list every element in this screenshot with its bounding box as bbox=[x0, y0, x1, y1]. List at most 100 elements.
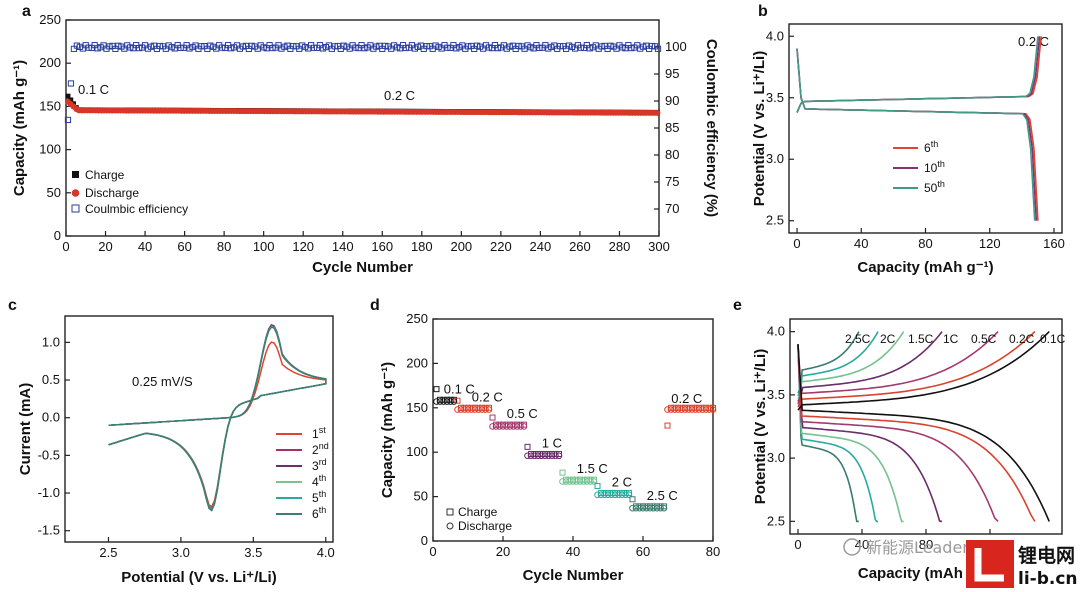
d-discharge-point bbox=[685, 406, 692, 413]
e-rate-label: 2.5C bbox=[845, 332, 871, 346]
d-discharge-point bbox=[615, 491, 622, 499]
a-x-tick-label: 0 bbox=[62, 239, 69, 254]
d-discharge-point bbox=[440, 398, 447, 405]
d-discharge-point bbox=[618, 491, 626, 499]
d-discharge-point bbox=[492, 423, 500, 430]
d-discharge-point bbox=[443, 398, 451, 405]
a-x-tick-label: 220 bbox=[490, 239, 512, 254]
d-discharge-point bbox=[650, 504, 657, 512]
d-charge-point bbox=[454, 397, 461, 404]
b-y-tick-label: 4.0 bbox=[766, 28, 784, 43]
d-discharge-point bbox=[471, 406, 479, 413]
watermark-url: li-b.cn bbox=[1018, 569, 1078, 589]
b-plot-frame bbox=[788, 23, 1063, 234]
d-legend-label: Discharge bbox=[458, 519, 512, 533]
a-y-tick-label: 250 bbox=[39, 12, 61, 27]
d-discharge-point bbox=[513, 423, 521, 430]
d-discharge-point bbox=[611, 491, 619, 499]
d-discharge-point bbox=[629, 504, 636, 512]
c-legend-label: 2nd bbox=[312, 441, 329, 457]
d-discharge-point bbox=[594, 491, 601, 499]
d-group-label: 2 C bbox=[612, 475, 632, 490]
b-series-6-discharge-line bbox=[796, 48, 1039, 221]
e-y-tick-label: 3.0 bbox=[767, 450, 785, 465]
a-y-tick-label: 150 bbox=[39, 98, 61, 113]
d-legend-charge-marker bbox=[446, 508, 454, 516]
d-discharge-point bbox=[706, 406, 713, 413]
d-x-tick-label: 40 bbox=[566, 544, 580, 559]
b-legend-label: 50th bbox=[924, 179, 945, 195]
e-series-1.5C-discharge-line bbox=[797, 344, 904, 523]
d-charge-point bbox=[524, 443, 531, 450]
d-discharge-point bbox=[520, 423, 528, 430]
d-discharge-point bbox=[576, 478, 584, 485]
c-legend-label: 1st bbox=[312, 425, 326, 441]
a-legend-label: Discharge bbox=[85, 186, 139, 200]
d-charge-point bbox=[629, 496, 636, 503]
e-series-0.2C-charge-line bbox=[797, 331, 1036, 408]
d-discharge-point bbox=[555, 452, 563, 460]
d-discharge-point bbox=[583, 478, 591, 485]
panel-b-voltage-profiles: 0 40 80 120 160 2.5 3.0 3.5 4.0 Capacity (mAh g⁻¹… bbox=[751, 23, 1065, 276]
a-ce-point bbox=[654, 45, 662, 52]
d-x-tick-label: 0 bbox=[429, 544, 436, 559]
a-y2-tick-label: 70 bbox=[665, 201, 679, 216]
a-x-tick-label: 300 bbox=[648, 239, 670, 254]
d-discharge-point bbox=[447, 398, 454, 405]
d-discharge-point bbox=[639, 504, 647, 512]
d-x-tick-label: 80 bbox=[706, 544, 720, 559]
c-y-axis-label: Current (mA) bbox=[17, 383, 34, 476]
d-discharge-point bbox=[646, 504, 654, 512]
watermark-text: 新能源Leader bbox=[866, 538, 969, 557]
d-discharge-point bbox=[709, 406, 717, 413]
d-discharge-point bbox=[695, 406, 703, 413]
d-group-label: 1 C bbox=[542, 435, 562, 450]
d-group-label: 0.2 C bbox=[671, 391, 702, 406]
b-y-axis-label: Potential (V vs. Li⁺/Li) bbox=[751, 51, 768, 206]
d-discharge-point bbox=[566, 478, 573, 485]
d-discharge-point bbox=[664, 406, 671, 413]
a-charge-point bbox=[68, 97, 74, 103]
d-charge-point bbox=[433, 386, 440, 393]
e-series-2.5C-charge-line bbox=[797, 331, 860, 394]
e-x-tick-label: 80 bbox=[919, 537, 933, 552]
d-charge-point bbox=[559, 469, 566, 476]
d-discharge-point bbox=[464, 406, 472, 413]
d-discharge-point bbox=[601, 491, 608, 499]
d-discharge-point bbox=[496, 423, 503, 430]
a-ce-point bbox=[64, 116, 72, 124]
c-y-tick-label: -1.0 bbox=[38, 485, 60, 500]
d-discharge-point bbox=[678, 406, 685, 413]
e-rate-label: 1C bbox=[943, 332, 959, 346]
a-x-tick-label: 20 bbox=[98, 239, 112, 254]
d-discharge-point bbox=[527, 452, 535, 460]
d-discharge-point bbox=[541, 452, 549, 460]
e-y-tick-label: 4.0 bbox=[767, 324, 785, 339]
b-series-50-discharge-line bbox=[796, 48, 1036, 221]
d-discharge-point bbox=[559, 478, 566, 485]
a-x-axis-label: Cycle Number bbox=[312, 259, 413, 276]
a-x-tick-label: 180 bbox=[411, 239, 433, 254]
watermark-brand: 锂电网 bbox=[1018, 544, 1075, 567]
d-discharge-point bbox=[667, 406, 675, 413]
d-discharge-point bbox=[534, 452, 542, 460]
wechat-icon bbox=[843, 538, 861, 556]
a-x-tick-label: 280 bbox=[609, 239, 631, 254]
c-legend-label: 4th bbox=[312, 473, 326, 489]
a-x-tick-label: 60 bbox=[177, 239, 191, 254]
panel-label-e: e bbox=[733, 297, 742, 314]
e-rate-label: 2C bbox=[880, 332, 896, 346]
panel-label-a: a bbox=[22, 3, 31, 20]
a-y2-tick-label: 85 bbox=[665, 120, 679, 135]
a-y-tick-label: 0 bbox=[54, 228, 61, 243]
d-discharge-point bbox=[587, 478, 594, 485]
e-x-tick-label: 0 bbox=[794, 537, 801, 552]
d-charge-point bbox=[489, 414, 496, 421]
e-series-0.5C-charge-line bbox=[797, 331, 999, 405]
d-discharge-point bbox=[622, 491, 629, 499]
a-y-axis-label: Coulombic efficiency (%) bbox=[703, 39, 720, 217]
a-x-tick-label: 80 bbox=[217, 239, 231, 254]
e-x-axis-label: Capacity (mAh g⁻¹) bbox=[858, 565, 994, 582]
d-x-tick-label: 20 bbox=[496, 544, 510, 559]
